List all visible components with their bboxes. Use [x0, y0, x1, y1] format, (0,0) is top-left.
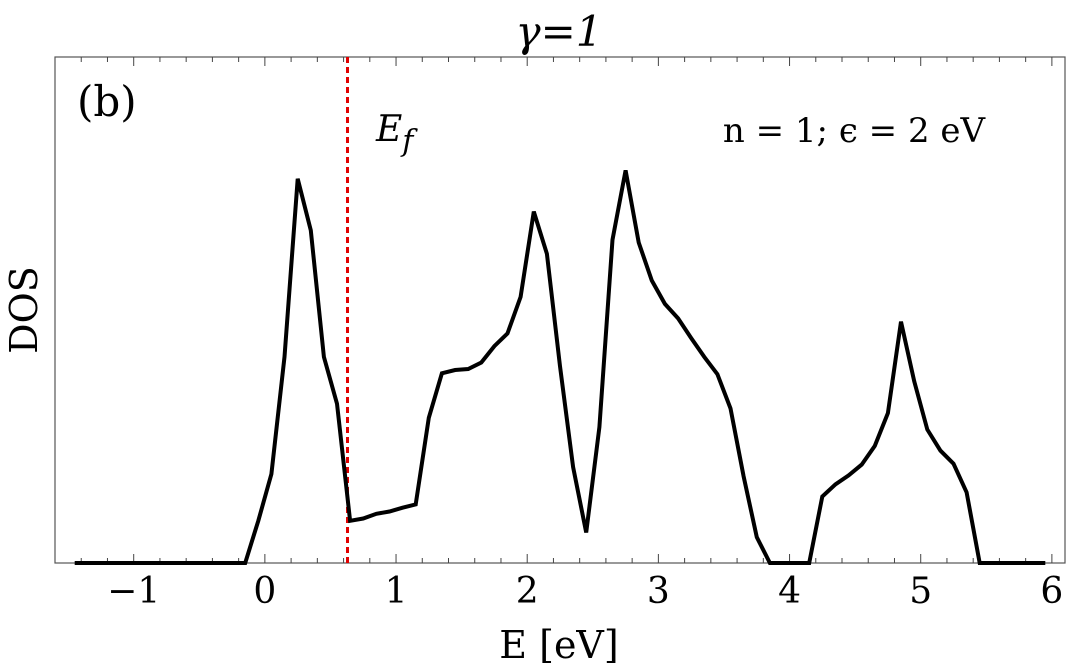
x-tick-label: 5 [909, 571, 932, 612]
x-tick-label: −1 [107, 571, 160, 612]
fermi-label-main: E [375, 109, 402, 150]
dos-series-line [74, 170, 1046, 565]
x-axis-ticks [80, 57, 1053, 563]
parameter-annotation: n = 1; ϵ = 2 eV [723, 111, 987, 151]
plot-frame [54, 56, 1066, 564]
x-tick-label: 0 [253, 571, 276, 612]
x-axis-tick-labels: −1 0 1 2 3 4 5 6 [107, 571, 1063, 612]
x-tick-label: 1 [385, 571, 408, 612]
x-tick-label: 3 [647, 571, 670, 612]
x-tick-label: 2 [516, 571, 539, 612]
x-tick-label: 6 [1040, 571, 1063, 612]
y-axis-label: DOS [2, 266, 46, 354]
chart-title: γ=1 [515, 7, 602, 56]
panel-label: (b) [77, 77, 137, 126]
x-tick-label: 4 [778, 571, 801, 612]
x-axis-label: E [eV] [499, 623, 618, 667]
fermi-level-label: Ef [375, 109, 418, 159]
fermi-label-sub: f [400, 124, 418, 159]
